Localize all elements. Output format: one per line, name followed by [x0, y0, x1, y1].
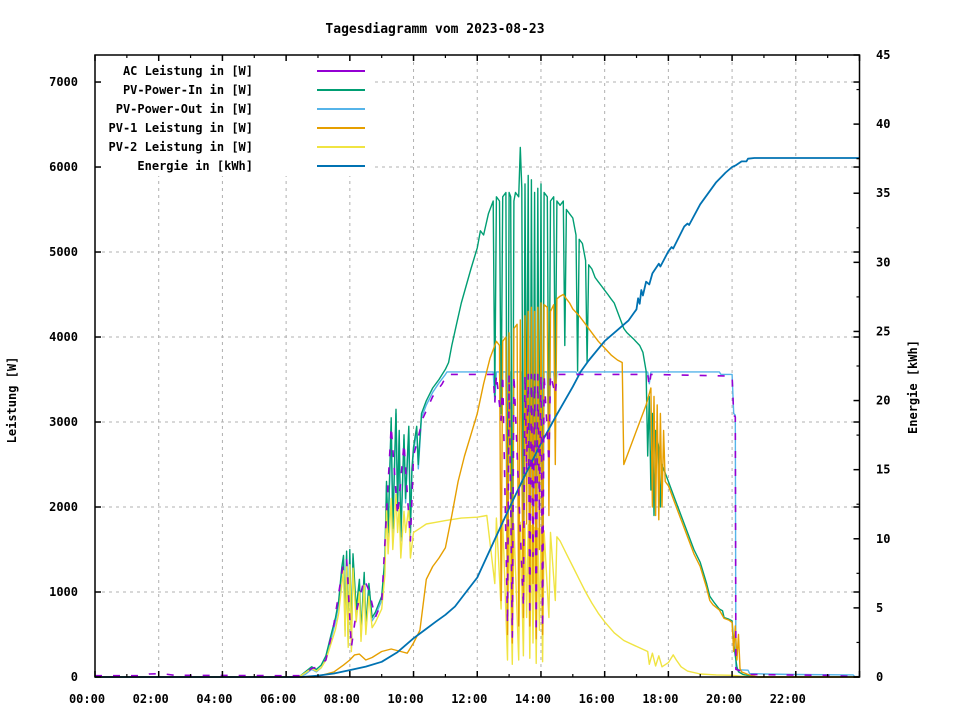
x-tick-label: 02:00	[133, 692, 169, 706]
y2-tick-label: 40	[876, 117, 890, 131]
y1-tick-label: 2000	[49, 500, 78, 514]
legend-label-energie-in-kwh: Energie in [kWh]	[137, 159, 253, 173]
legend-label-pv-1-leistung-in-w: PV-1 Leistung in [W]	[109, 121, 254, 135]
y2-tick-label: 10	[876, 532, 890, 546]
legend-label-ac-leistung-in-w: AC Leistung in [W]	[123, 64, 253, 78]
y1-tick-label: 3000	[49, 415, 78, 429]
x-tick-label: 10:00	[387, 692, 423, 706]
y-axis-label-left: Leistung [W]	[5, 357, 19, 444]
y1-tick-label: 6000	[49, 160, 78, 174]
y1-tick-label: 5000	[49, 245, 78, 259]
x-tick-label: 22:00	[770, 692, 806, 706]
y2-tick-label: 25	[876, 324, 890, 338]
y2-tick-label: 20	[876, 394, 890, 408]
y2-tick-label: 30	[876, 255, 890, 269]
y1-tick-label: 1000	[49, 585, 78, 599]
y-axis-label-right: Energie [kWh]	[906, 340, 920, 434]
y2-tick-label: 0	[876, 670, 883, 684]
legend-label-pv-power-in-in-w: PV-Power-In in [W]	[123, 83, 253, 97]
y2-tick-label: 35	[876, 186, 890, 200]
series-pv-1-leistung-in-w	[95, 293, 860, 678]
x-tick-label: 00:00	[69, 692, 105, 706]
y2-tick-label: 45	[876, 48, 890, 62]
series-pv-2-leistung-in-w	[95, 493, 860, 678]
x-tick-label: 04:00	[196, 692, 232, 706]
chart-title: Tagesdiagramm vom 2023-08-23	[325, 22, 544, 37]
legend-label-pv-2-leistung-in-w: PV-2 Leistung in [W]	[109, 140, 254, 154]
x-tick-label: 14:00	[515, 692, 551, 706]
x-tick-label: 08:00	[324, 692, 360, 706]
legend-label-pv-power-out-in-w: PV-Power-Out in [W]	[116, 102, 253, 116]
legend-background	[99, 59, 372, 176]
x-tick-label: 16:00	[579, 692, 615, 706]
y1-tick-label: 0	[71, 670, 78, 684]
x-tick-label: 12:00	[451, 692, 487, 706]
x-tick-label: 06:00	[260, 692, 296, 706]
y2-tick-label: 15	[876, 463, 890, 477]
x-tick-label: 20:00	[706, 692, 742, 706]
y1-tick-label: 4000	[49, 330, 78, 344]
y1-tick-label: 7000	[49, 75, 78, 89]
x-tick-label: 18:00	[642, 692, 678, 706]
series-energie-in-kwh	[95, 157, 860, 678]
y2-tick-label: 5	[876, 601, 883, 615]
